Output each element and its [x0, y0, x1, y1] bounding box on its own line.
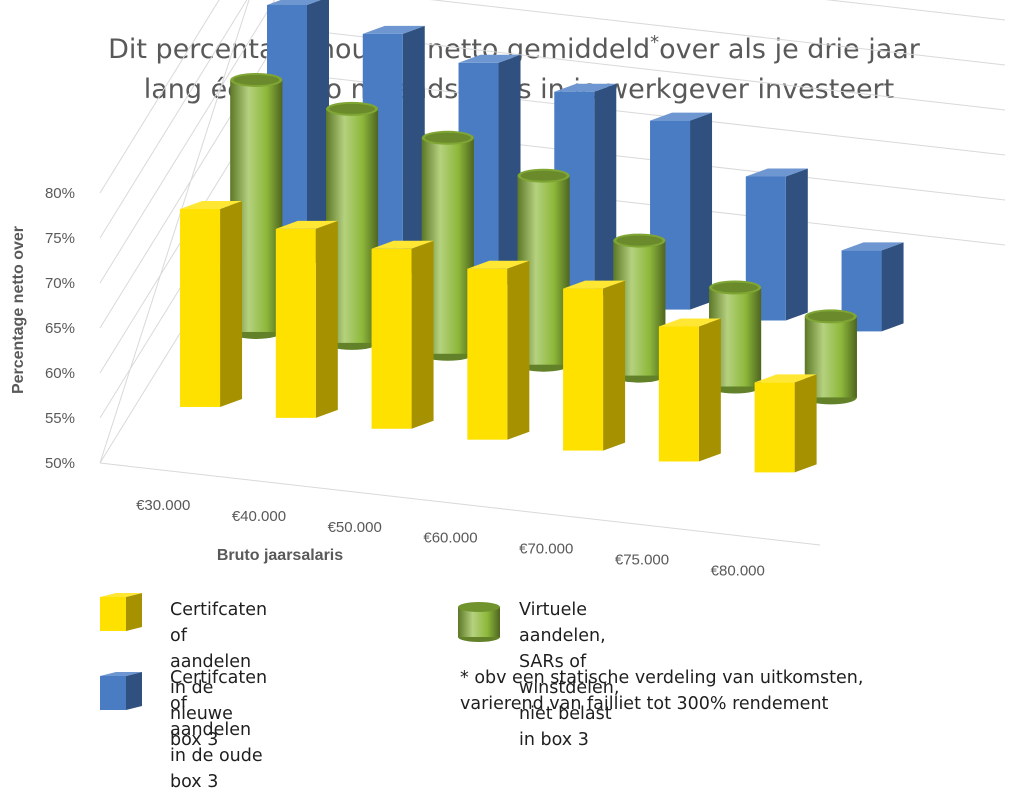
x-tick-label: €50.000 — [328, 519, 382, 536]
bar — [467, 260, 530, 440]
x-tick-label: €30.000 — [136, 497, 190, 514]
gridline-side — [99, 0, 248, 239]
gridline-side — [99, 0, 220, 194]
y-tick-label: 75% — [45, 230, 75, 247]
y-tick-label: 50% — [45, 455, 75, 472]
x-axis-title: Bruto jaarsalaris — [217, 547, 343, 564]
y-tick-label: 65% — [45, 320, 75, 337]
floor-edge — [99, 462, 821, 546]
y-tick-label: 70% — [45, 275, 75, 292]
chart: Dit percentage houd je netto gemiddeld*o… — [10, 0, 1006, 710]
bar — [563, 280, 626, 451]
legend-label-oude-box3: Certifcaten of aandelen in de oude box 3 — [170, 668, 268, 792]
legend-icon — [100, 672, 142, 710]
y-tick-label: 55% — [45, 410, 75, 427]
x-tick-label: €80.000 — [711, 562, 765, 579]
x-tick-label: €60.000 — [423, 530, 477, 547]
side-wall-edge — [99, 0, 250, 464]
x-tick-label: €70.000 — [519, 541, 573, 558]
y-tick-label: 60% — [45, 365, 75, 382]
bar — [371, 240, 434, 429]
y-axis-title: Percentage netto over — [10, 226, 27, 394]
bars — [180, 0, 904, 473]
legend-icons — [100, 593, 500, 710]
footnote: * obv een statische verdeling van uitkom… — [460, 668, 864, 714]
legend-icon — [100, 593, 142, 631]
y-tick-label: 80% — [45, 185, 75, 202]
gridline-back — [429, 0, 1006, 66]
bar — [180, 200, 243, 407]
gridline-back — [824, 0, 1006, 21]
bar — [658, 318, 721, 462]
y-axis-ticks: 50% 55% 60% 65% 70% 75% 80% — [45, 185, 75, 472]
x-axis-ticks: €30.000 €40.000 €50.000 €60.000 €70.000 €75.0… — [136, 497, 765, 579]
x-tick-label: €75.000 — [615, 552, 669, 569]
gridline-side — [99, 0, 276, 284]
legend-icon — [458, 602, 500, 642]
bar — [275, 220, 338, 418]
x-tick-label: €40.000 — [232, 508, 286, 525]
bar — [754, 374, 817, 473]
